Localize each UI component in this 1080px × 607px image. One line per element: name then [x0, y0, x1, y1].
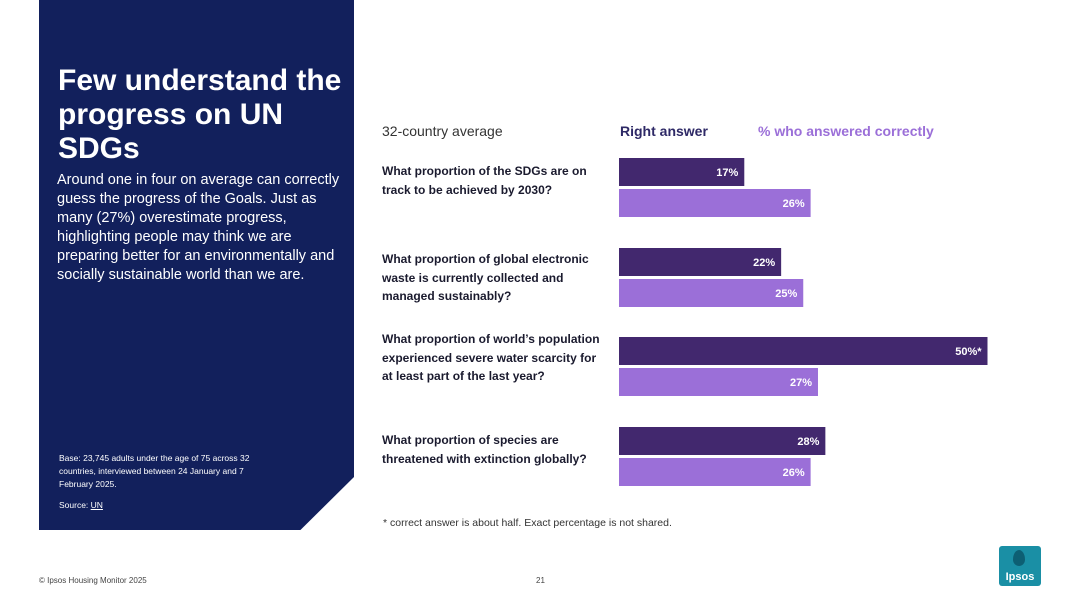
question-label-species: What proportion of species are threatene… — [382, 433, 587, 466]
bar-label-answered-correctly-e-waste: 25% — [775, 288, 797, 300]
bar-label-answered-correctly-water-scarcity: 27% — [790, 377, 812, 389]
copyright: © Ipsos Housing Monitor 2025 — [39, 576, 147, 585]
logo-mark-icon — [1013, 550, 1025, 566]
bar-right-answer-species — [619, 427, 826, 455]
bar-right-answer-sdgs — [619, 158, 745, 186]
page-number: 21 — [536, 576, 545, 585]
logo-text: Ipsos — [1005, 571, 1035, 583]
bar-answered-correctly-e-waste — [619, 279, 804, 307]
source-label: Source: — [59, 500, 91, 510]
bar-label-right-answer-sdgs: 17% — [716, 167, 738, 179]
bar-answered-correctly-water-scarcity — [619, 368, 818, 396]
legend-right-answer: Right answer — [620, 123, 708, 139]
ipsos-logo: Ipsos — [999, 546, 1041, 586]
chart-footnote: * correct answer is about half. Exact pe… — [383, 517, 672, 529]
legend-answered-correctly: % who answered correctly — [758, 123, 934, 139]
bar-label-right-answer-species: 28% — [797, 436, 819, 448]
bar-label-answered-correctly-sdgs: 26% — [783, 198, 805, 210]
bar-answered-correctly-sdgs — [619, 189, 811, 217]
bar-right-answer-water-scarcity — [619, 337, 988, 365]
bar-label-right-answer-e-waste: 22% — [753, 257, 775, 269]
title-panel — [39, 0, 354, 530]
bar-label-right-answer-water-scarcity: 50%* — [955, 346, 982, 358]
bar-right-answer-e-waste — [619, 248, 782, 276]
question-label-e-waste: What proportion of global electronic was… — [382, 252, 589, 303]
question-label-sdgs: What proportion of the SDGs are on track… — [382, 164, 587, 197]
source-link[interactable]: UN — [90, 500, 103, 510]
chart-title: 32-country average — [382, 123, 503, 139]
bar-answered-correctly-species — [619, 458, 811, 486]
source-note: Source: UN — [59, 500, 103, 510]
page-title: Few understand the progress on UN SDGs — [58, 64, 342, 165]
base-note: Base: 23,745 adults under the age of 75 … — [59, 453, 250, 489]
bar-label-answered-correctly-species: 26% — [783, 467, 805, 479]
lead-text: Around one in four on average can correc… — [57, 172, 340, 283]
question-label-water-scarcity: What proportion of world’s population ex… — [382, 332, 600, 383]
